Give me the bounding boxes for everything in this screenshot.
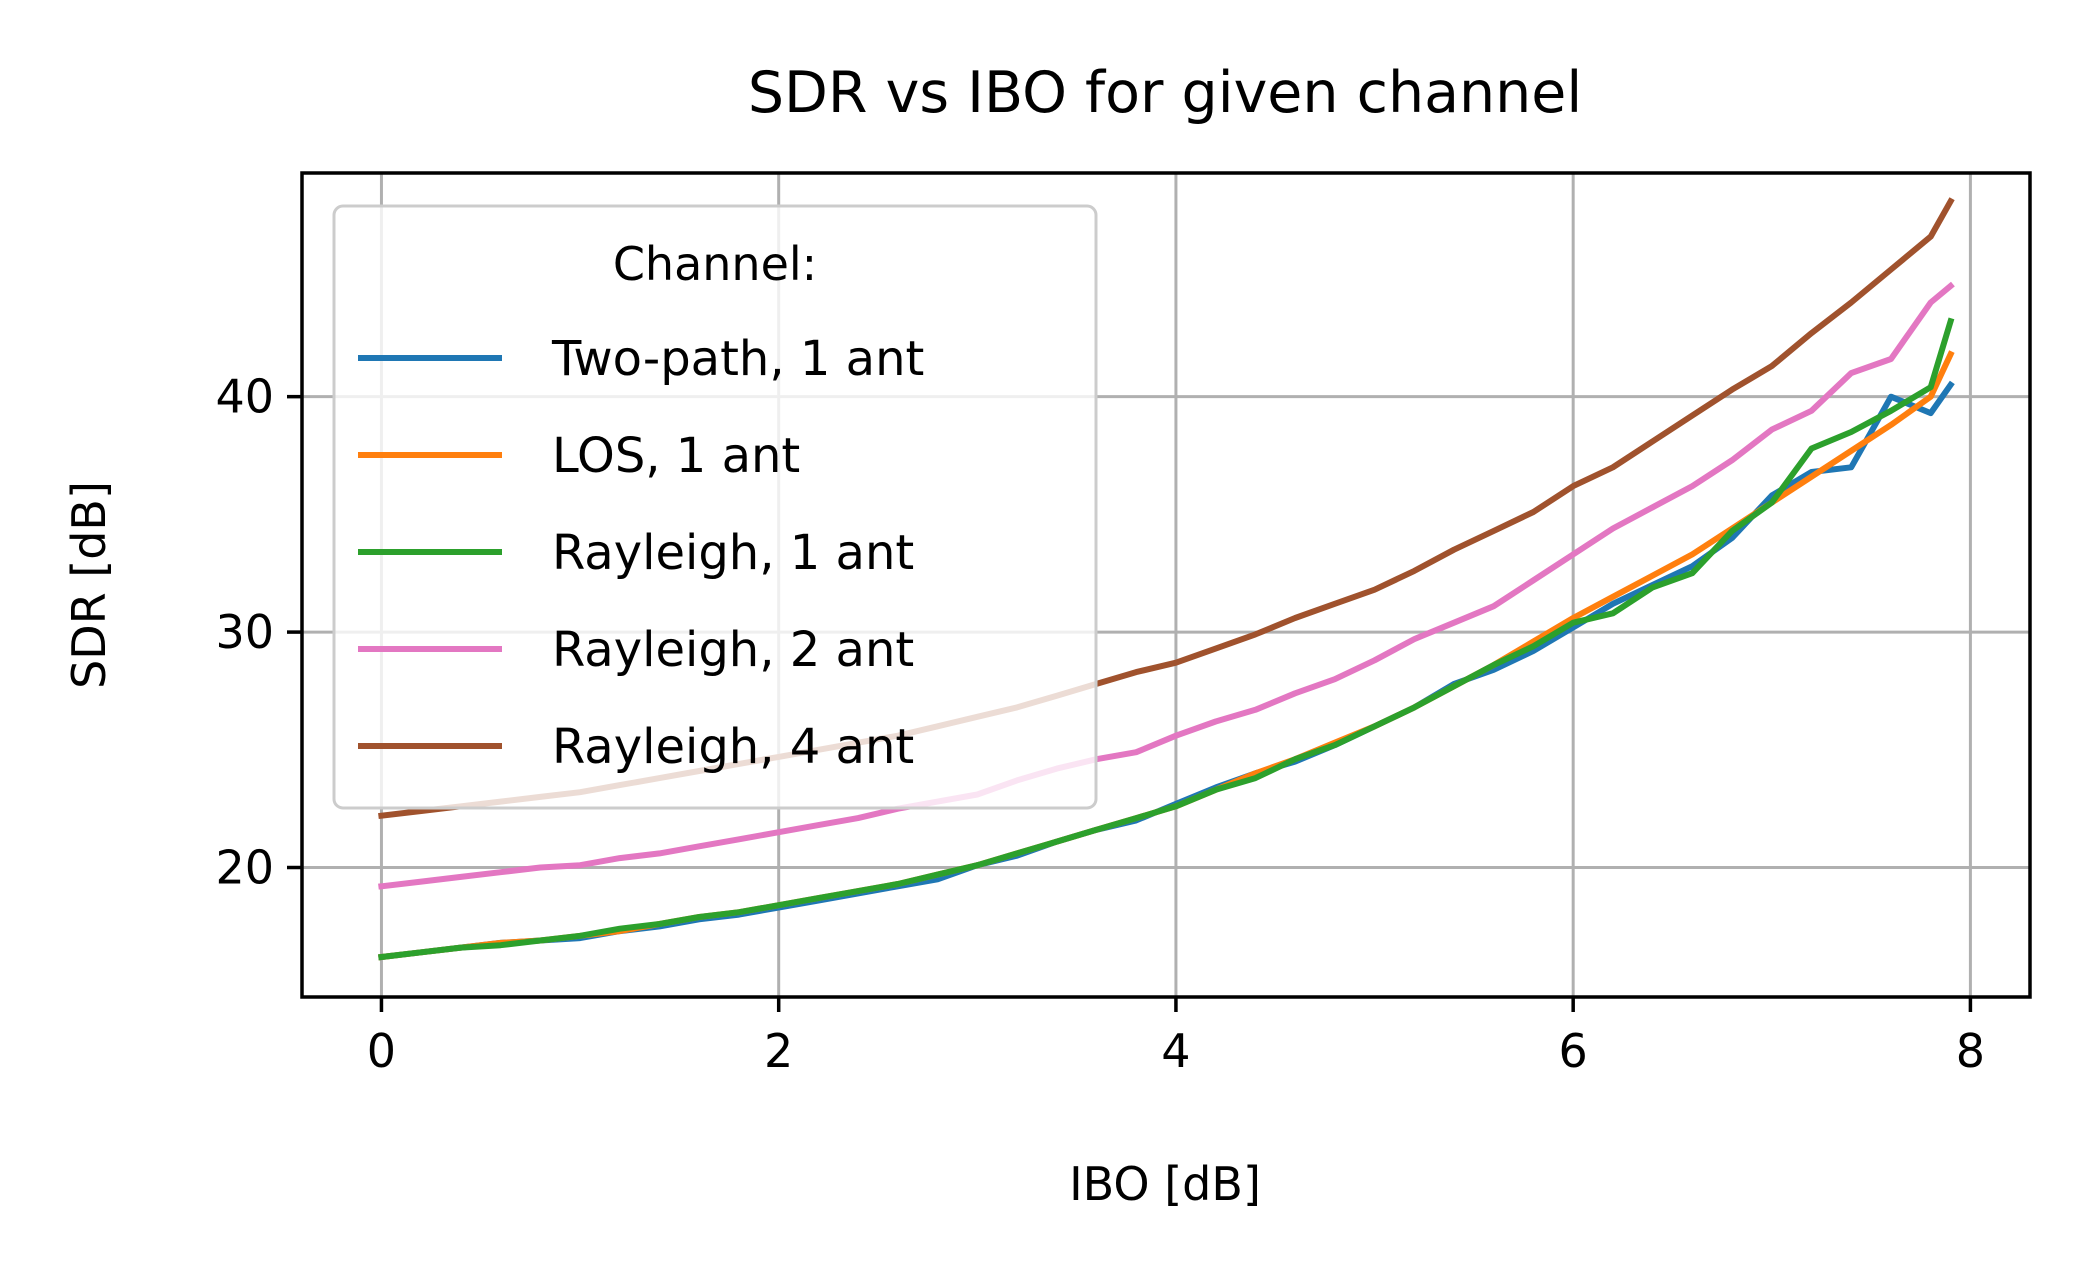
legend-label-3: Rayleigh, 2 ant (552, 622, 914, 678)
series-lines (378, 197, 1955, 961)
x-tick-label: 0 (367, 1024, 396, 1078)
y-tick-label: 30 (215, 605, 274, 659)
x-axis-ticks: 0 2 4 6 8 (367, 997, 1985, 1078)
legend-items: Two-path, 1 ant LOS, 1 ant Rayleigh, 1 ant… (358, 331, 924, 775)
y-tick-label: 40 (215, 370, 274, 424)
series-line-3 (378, 281, 1955, 890)
series-line-2 (378, 317, 1955, 961)
x-tick-label: 8 (1956, 1024, 1985, 1078)
legend-label-4: Rayleigh, 4 ant (552, 719, 914, 775)
x-axis-label: IBO [dB] (1069, 1157, 1261, 1211)
x-tick-label: 4 (1161, 1024, 1190, 1078)
legend-label-2: Rayleigh, 1 ant (552, 525, 914, 581)
x-tick-label: 2 (764, 1024, 793, 1078)
legend-label-0: Two-path, 1 ant (551, 331, 924, 387)
y-tick-label: 20 (215, 841, 274, 895)
plot-frame (300, 171, 2032, 999)
x-tick-label: 6 (1559, 1024, 1588, 1078)
legend: Channel: Two-path, 1 ant LOS, 1 ant Raylei… (332, 204, 1098, 810)
y-axis-label: SDR [dB] (62, 481, 116, 689)
chart-title: SDR vs IBO for given channel (748, 60, 1582, 126)
y-axis-ticks: 20 30 40 (215, 370, 302, 895)
legend-label-1: LOS, 1 ant (552, 428, 800, 484)
legend-title: Channel: (613, 237, 817, 291)
legend-box (332, 204, 1098, 810)
